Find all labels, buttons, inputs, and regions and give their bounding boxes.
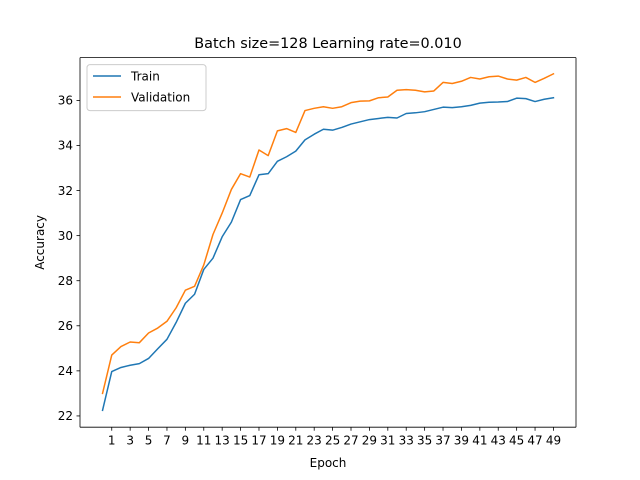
x-tick-label: 27 bbox=[343, 434, 358, 448]
chart-title: Batch size=128 Learning rate=0.010 bbox=[194, 36, 461, 52]
x-tick-label: 9 bbox=[182, 434, 190, 448]
plot-area bbox=[80, 57, 576, 428]
y-axis-label: Accuracy bbox=[33, 215, 47, 270]
x-axis-ticks: 1 3 5 7 9 11 13 15 17 19 21 23 25 27 29 31 33 35 37 39 41 43 4… bbox=[108, 427, 561, 448]
x-axis-label: Epoch bbox=[310, 456, 347, 470]
series-line-train bbox=[101, 96, 555, 412]
x-tick-label: 47 bbox=[527, 434, 542, 448]
series-line-validation bbox=[101, 72, 555, 395]
x-tick-label: 43 bbox=[491, 434, 506, 448]
legend-label-validation: Validation bbox=[131, 91, 190, 105]
x-tick-label: 7 bbox=[163, 434, 171, 448]
x-tick-label: 39 bbox=[454, 434, 469, 448]
x-tick-label: 11 bbox=[196, 434, 211, 448]
x-tick-label: 45 bbox=[509, 434, 524, 448]
x-tick-label: 29 bbox=[362, 434, 377, 448]
x-tick-label: 37 bbox=[435, 434, 450, 448]
y-axis-ticks: 22 24 26 28 30 32 34 36 bbox=[58, 94, 80, 423]
y-tick-label: 36 bbox=[58, 94, 73, 108]
axes-frame bbox=[79, 57, 577, 428]
x-tick-label: 15 bbox=[233, 434, 248, 448]
x-tick-label: 13 bbox=[215, 434, 230, 448]
series-group bbox=[101, 72, 555, 412]
y-tick-label: 32 bbox=[58, 184, 73, 198]
y-tick-label: 28 bbox=[58, 274, 73, 288]
x-tick-label: 17 bbox=[251, 434, 266, 448]
y-tick-label: 24 bbox=[58, 364, 73, 378]
x-tick-label: 33 bbox=[399, 434, 414, 448]
x-tick-label: 25 bbox=[325, 434, 340, 448]
x-tick-label: 23 bbox=[307, 434, 322, 448]
x-tick-label: 49 bbox=[546, 434, 561, 448]
x-tick-label: 5 bbox=[145, 434, 153, 448]
y-tick-label: 22 bbox=[58, 409, 73, 423]
x-tick-label: 3 bbox=[126, 434, 134, 448]
x-tick-label: 41 bbox=[472, 434, 487, 448]
y-tick-label: 34 bbox=[58, 139, 73, 153]
y-tick-label: 30 bbox=[58, 229, 73, 243]
legend: Train Validation bbox=[86, 64, 207, 112]
x-tick-label: 1 bbox=[108, 434, 116, 448]
y-tick-label: 26 bbox=[58, 319, 73, 333]
x-tick-label: 19 bbox=[270, 434, 285, 448]
x-tick-label: 21 bbox=[288, 434, 303, 448]
legend-label-train: Train bbox=[130, 70, 160, 84]
x-tick-label: 35 bbox=[417, 434, 432, 448]
x-tick-label: 31 bbox=[380, 434, 395, 448]
